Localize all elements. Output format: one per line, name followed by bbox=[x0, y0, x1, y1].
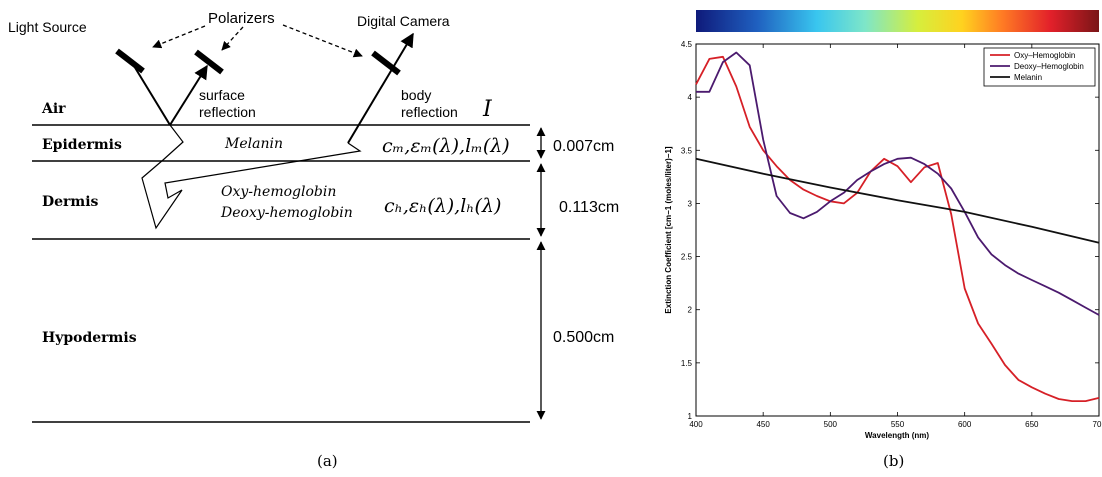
series-lines bbox=[695, 51, 1100, 403]
body-reflection-label-line2: reflection bbox=[401, 104, 458, 120]
deoxy-hemoglobin-label: Deoxy-hemoglobin bbox=[220, 205, 353, 221]
subsurface-scattering-path bbox=[141, 124, 362, 230]
incident-light-ray bbox=[130, 60, 171, 126]
legend-label-oxy-hemoglobin: Oxy–Hemoglobin bbox=[1014, 51, 1075, 60]
x-axis-ticks: 400 450 500 550 600 650 70 bbox=[689, 44, 1102, 429]
surface-reflection-label-line1: surface bbox=[199, 87, 245, 103]
intensity-symbol: I bbox=[482, 97, 493, 122]
epidermis-thickness-label: 0.007cm bbox=[553, 138, 614, 155]
polarizer-light-source-icon bbox=[115, 48, 145, 74]
x-tick-label: 500 bbox=[824, 420, 838, 429]
y-tick-label: 4.5 bbox=[681, 40, 693, 49]
x-axis-label: Wavelength (nm) bbox=[865, 431, 929, 440]
polarizers-label: Polarizers bbox=[208, 10, 275, 27]
y-axis-label: Extinction Coefficient [cm−1 (moles/lite… bbox=[664, 146, 673, 313]
x-tick-label: 400 bbox=[689, 420, 703, 429]
polarizer-camera-icon bbox=[371, 50, 401, 76]
plot-area bbox=[695, 43, 1100, 417]
layer-air-label: Air bbox=[41, 101, 66, 117]
legend: Oxy–Hemoglobin Deoxy–Hemoglobin Melanin bbox=[983, 47, 1096, 87]
body-reflection-label-line1: body bbox=[401, 87, 431, 103]
x-tick-label: 650 bbox=[1025, 420, 1039, 429]
y-axis-ticks: 1 1.5 2 2.5 3 3.5 4 4.5 bbox=[681, 40, 1099, 421]
panel-a: Light Source Polarizers Digital Camera s… bbox=[8, 10, 619, 470]
polarizer-arrow-middle bbox=[221, 26, 244, 51]
surface-reflection-label-line2: reflection bbox=[199, 104, 256, 120]
spectrum-colorbar bbox=[696, 10, 1099, 32]
x-tick-label: 600 bbox=[958, 420, 972, 429]
dermis-thickness-label: 0.113cm bbox=[559, 199, 619, 216]
layer-epidermis-label: Epidermis bbox=[42, 137, 122, 153]
surface-reflection-ray bbox=[169, 64, 208, 126]
body-reflection-ray bbox=[347, 32, 414, 144]
y-tick-label: 2 bbox=[688, 306, 693, 315]
series-line-oxy-hemoglobin bbox=[695, 55, 1100, 403]
x-tick-label: 550 bbox=[891, 420, 905, 429]
x-tick-label: 450 bbox=[756, 420, 770, 429]
layer-hypodermis-label: Hypodermis bbox=[42, 330, 137, 346]
series-line-melanin bbox=[695, 157, 1100, 244]
x-tick-label: 70 bbox=[1093, 420, 1102, 429]
y-tick-label: 1 bbox=[688, 412, 693, 421]
polarizer-arrow-left bbox=[152, 25, 206, 49]
y-tick-label: 4 bbox=[688, 93, 693, 102]
layer-dermis-label: Dermis bbox=[42, 194, 99, 210]
melanin-parameters: cₘ,εₘ(λ),lₘ(λ) bbox=[382, 135, 510, 157]
oxy-hemoglobin-label: Oxy-hemoglobin bbox=[221, 184, 336, 200]
polarizer-arrow-right bbox=[282, 24, 363, 58]
legend-label-deoxy-hemoglobin: Deoxy–Hemoglobin bbox=[1014, 62, 1084, 71]
panel-b: 400 450 500 550 600 650 70 1 1.5 2 2.5 3 3.5 4 4.5 Wa… bbox=[664, 10, 1102, 470]
polarizer-surface-icon bbox=[194, 49, 224, 75]
digital-camera-label: Digital Camera bbox=[357, 13, 450, 29]
light-source-label: Light Source bbox=[8, 19, 87, 35]
y-tick-label: 3 bbox=[688, 199, 693, 208]
series-line-deoxy-hemoglobin bbox=[696, 51, 1100, 316]
melanin-label: Melanin bbox=[224, 136, 283, 152]
y-tick-label: 2.5 bbox=[681, 253, 693, 262]
legend-label-melanin: Melanin bbox=[1014, 73, 1042, 82]
y-tick-label: 3.5 bbox=[681, 146, 693, 155]
hypodermis-thickness-label: 0.500cm bbox=[553, 329, 614, 346]
panel-b-caption: (b) bbox=[883, 452, 904, 470]
panel-a-caption: (a) bbox=[317, 452, 338, 470]
hemoglobin-parameters: cₕ,εₕ(λ),lₕ(λ) bbox=[384, 195, 501, 217]
y-tick-label: 1.5 bbox=[681, 359, 693, 368]
